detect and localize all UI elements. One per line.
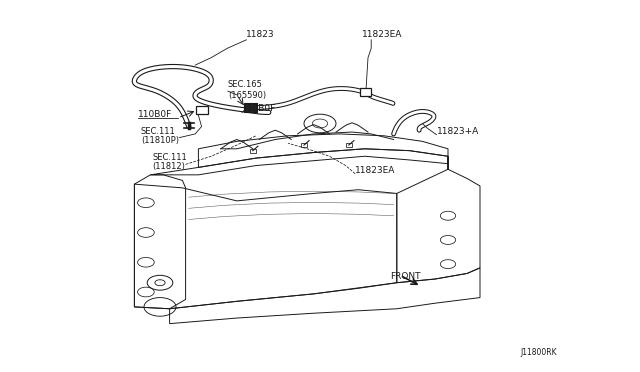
Text: SEC.111: SEC.111 (152, 153, 187, 162)
Text: SEC.111: SEC.111 (141, 127, 175, 136)
Bar (250, 149, 256, 153)
Text: 11823EA: 11823EA (362, 30, 402, 39)
Text: 11823EA: 11823EA (355, 166, 396, 175)
Bar (346, 143, 352, 147)
Text: 11823: 11823 (246, 30, 275, 39)
Bar (301, 143, 307, 147)
FancyBboxPatch shape (360, 88, 371, 96)
Text: FRONT: FRONT (390, 272, 421, 281)
Text: 110B0F: 110B0F (242, 105, 276, 113)
FancyBboxPatch shape (244, 103, 257, 112)
FancyBboxPatch shape (196, 106, 208, 114)
Text: J11800RK: J11800RK (520, 348, 557, 357)
Text: (11812): (11812) (152, 162, 185, 171)
Text: 110B0F: 110B0F (138, 110, 172, 119)
Text: (11810P): (11810P) (141, 136, 179, 145)
Text: SEC.165: SEC.165 (228, 80, 262, 89)
Text: (165590): (165590) (228, 92, 266, 100)
Text: 11823+A: 11823+A (436, 127, 479, 136)
